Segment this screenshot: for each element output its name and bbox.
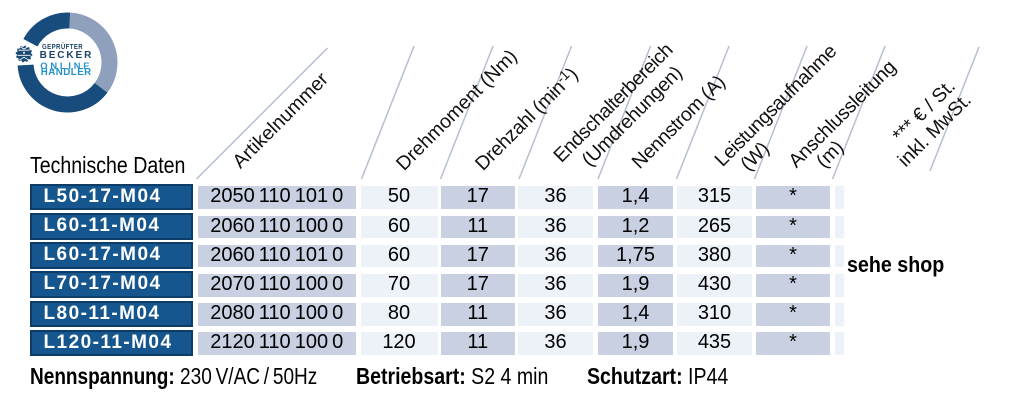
svg-text:Artikelnummer: Artikelnummer [228, 68, 333, 173]
